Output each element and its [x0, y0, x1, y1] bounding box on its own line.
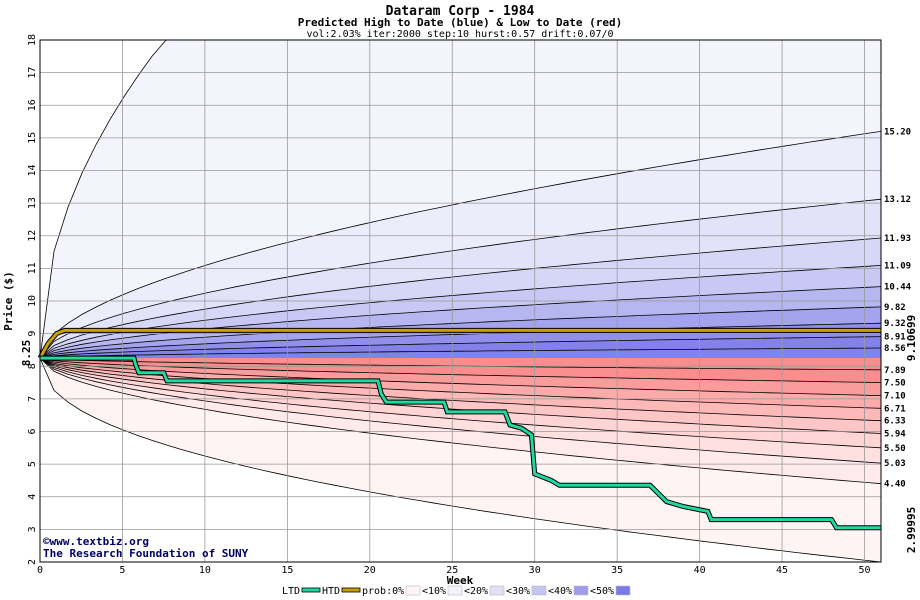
legend-label-5: <30%: [506, 586, 530, 597]
percentile-label-8.91: 8.91: [884, 333, 906, 343]
y-tick-label: 8: [27, 363, 38, 369]
low-percentile-line-4.40: [39, 357, 882, 485]
x-tick-label: 45: [776, 565, 788, 576]
y-tick-label: 7: [27, 396, 38, 402]
plot-frame: [39, 39, 882, 563]
x-axis-ticks: 0 5 10 15 20 25 30 35 40 45 50: [37, 565, 871, 576]
percentile-label-5.03: 5.03: [884, 459, 906, 469]
legend-swatch-2: [405, 585, 421, 596]
percentile-label-7.50: 7.50: [884, 379, 906, 389]
percentile-label-7.10: 7.10: [884, 392, 906, 402]
legend-label-7: <50%: [590, 586, 614, 597]
y-tick-label: 15: [27, 132, 38, 144]
percentile-label-10.44: 10.44: [884, 283, 912, 293]
legend-label-6: <40%: [548, 586, 572, 597]
legend-swatch-5: [531, 585, 547, 596]
legend-line-swatch-1: [341, 587, 361, 593]
high-percentile-line-9.82: [39, 306, 882, 359]
start-price-label: 8.25: [20, 340, 33, 367]
y-tick-label: 9: [27, 331, 38, 337]
legend-label-2: prob:0%: [362, 586, 404, 597]
y-tick-label: 16: [27, 99, 38, 111]
low-percentile-line-5.50: [39, 357, 882, 449]
low-percentile-line-6.71: [39, 357, 882, 409]
y-tick-label: 14: [27, 164, 38, 176]
percentile-label-9.32: 9.32: [884, 319, 906, 329]
high-percentile-line-11.93: [39, 237, 882, 359]
high-percentile-line-9.32: [39, 322, 882, 359]
high-percentile-line-13.12: [39, 198, 882, 359]
x-tick-label: 10: [199, 565, 211, 576]
percentile-end-labels: 8.568.91 9.32 9.82 10.44 11.09 11.93 13.12 15.2…: [884, 127, 912, 489]
chart-title: Dataram Corp - 1984: [386, 4, 535, 19]
x-axis-label: Week: [447, 574, 474, 587]
credit-site: ©www.textbiz.org: [43, 535, 149, 548]
y-tick-label: 5: [27, 461, 38, 467]
legend-swatch-4: [489, 585, 505, 596]
legend-label-4: <20%: [464, 586, 488, 597]
legend-label-0: LTD: [282, 586, 300, 597]
legend-label-3: <10%: [422, 586, 446, 597]
y-tick-label: 10: [27, 295, 38, 307]
y-axis-ticks: 2 3 4 5 6 7 8 9 10 11 12 13 14 15 16 17 18: [27, 34, 38, 565]
credit-org: The Research Foundation of SUNY: [43, 547, 249, 560]
percentile-label-6.33: 6.33: [884, 417, 906, 427]
x-tick-label: 5: [119, 565, 125, 576]
y-tick-label: 2: [27, 559, 38, 565]
htd-line: [38, 328, 881, 359]
low-envelope-line: [39, 357, 882, 563]
percentile-label-11.09: 11.09: [884, 261, 911, 271]
low-percentile-line-5.03: [39, 357, 882, 464]
ltd-line: [40, 356, 881, 530]
percentile-label-4.40: 4.40: [884, 480, 906, 490]
percentile-label-13.12: 13.12: [884, 195, 911, 205]
x-tick-label: 15: [281, 565, 293, 576]
x-tick-label: 20: [364, 565, 376, 576]
y-tick-label: 11: [27, 262, 38, 274]
legend-swatch-7: [615, 585, 631, 596]
chart-subtitle: Predicted High to Date (blue) & Low to D…: [298, 16, 623, 29]
legend-label-1: HTD: [322, 586, 340, 597]
ltd-final-label: 2.99995: [905, 507, 918, 553]
low-percentile-line-7.10: [39, 357, 882, 396]
x-tick-label: 0: [37, 565, 43, 576]
legend-swatch-3: [447, 585, 463, 596]
high-band-8.56: [40, 348, 881, 359]
high-percentile-line-8.91: [39, 336, 882, 359]
y-tick-label: 6: [27, 428, 38, 434]
y-tick-label: 17: [27, 67, 38, 79]
x-tick-label: 30: [529, 565, 541, 576]
y-tick-label: 4: [27, 494, 38, 500]
legend: LTD HTD prob:0% <10% <20% <30% <40% <50%: [282, 585, 631, 597]
y-tick-label: 13: [27, 197, 38, 209]
percentile-label-15.20: 15.20: [884, 127, 911, 137]
legend-line-swatch-0: [301, 587, 321, 593]
y-tick-label: 18: [27, 34, 38, 46]
chart-params: vol:2.03% iter:2000 step:10 hurst:0.57 d…: [306, 29, 613, 40]
percentile-label-11.93: 11.93: [884, 234, 911, 244]
percentile-label-5.50: 5.50: [884, 444, 906, 454]
x-tick-label: 25: [446, 565, 458, 576]
high-percentile-line-8.56: [39, 347, 882, 359]
x-tick-label: 40: [694, 565, 706, 576]
percentile-label-9.82: 9.82: [884, 303, 906, 313]
high-percentile-line-11.09: [39, 265, 882, 359]
htd-final-label: 9.10699: [905, 315, 918, 361]
series-lines: [37, 327, 881, 531]
percentile-label-5.94: 5.94: [884, 429, 906, 439]
legend-swatch-6: [573, 585, 589, 596]
low-band-7.89: [40, 358, 881, 370]
y-tick-label: 12: [27, 230, 38, 242]
percentile-label-6.71: 6.71: [884, 404, 906, 414]
low-percentile-line-7.50: [39, 357, 882, 383]
percentile-label-8.56: 8.56: [884, 344, 906, 354]
y-axis-label: Price ($): [2, 271, 15, 331]
y-tick-label: 3: [27, 526, 38, 532]
percentile-label-7.89: 7.89: [884, 366, 906, 376]
x-tick-label: 50: [858, 565, 870, 576]
x-tick-label: 35: [611, 565, 623, 576]
